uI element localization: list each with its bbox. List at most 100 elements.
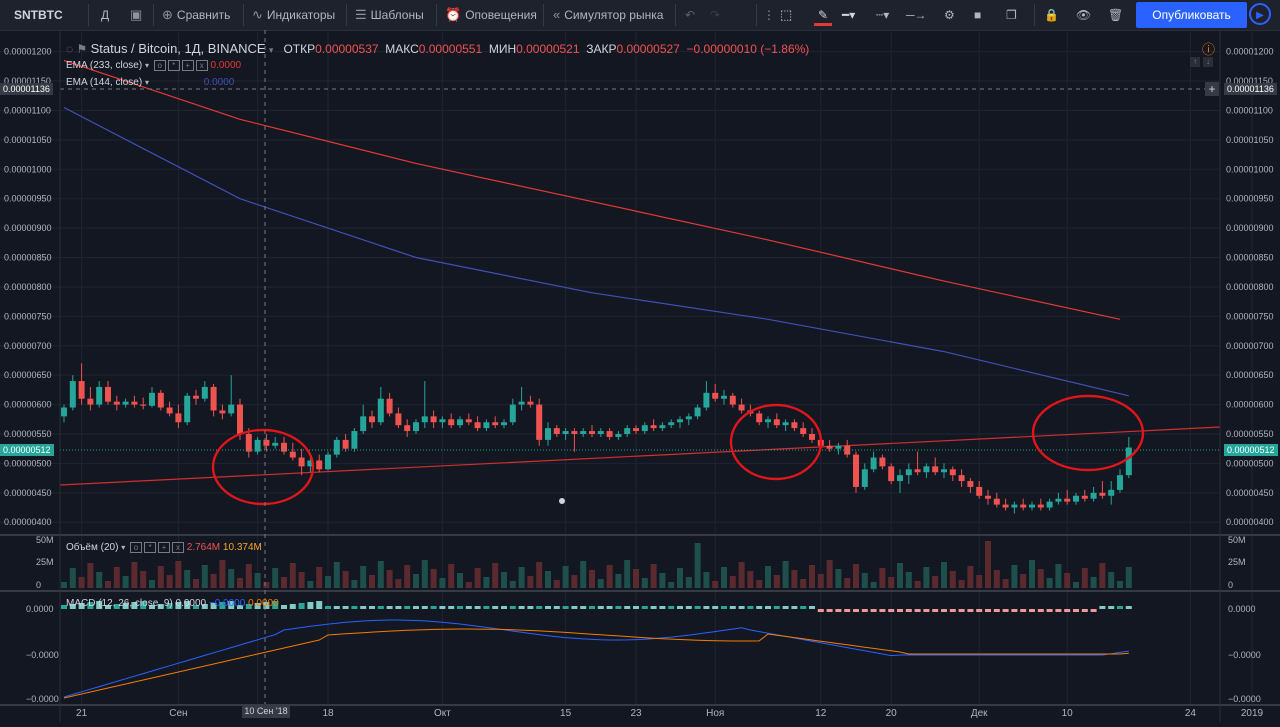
scroll-up-icon[interactable]: ↑ bbox=[1190, 57, 1200, 67]
simulator-label: Симулятор рынка bbox=[564, 8, 664, 22]
candle-body bbox=[166, 407, 173, 414]
volume-bar bbox=[377, 561, 384, 588]
volume-bar bbox=[756, 580, 763, 588]
plus-icon[interactable]: + bbox=[158, 542, 170, 553]
lock-button[interactable]: 🔒 bbox=[1044, 0, 1059, 30]
time-tick: 23 bbox=[630, 708, 642, 719]
volume-bar bbox=[835, 569, 842, 588]
legend-dropdown-icon[interactable]: ▾ bbox=[268, 45, 274, 55]
candle-body bbox=[536, 404, 543, 440]
ema233-dropdown-icon[interactable]: ▾ bbox=[144, 61, 149, 71]
drag-handle[interactable]: ⋮ bbox=[763, 0, 775, 30]
gear-icon[interactable]: * bbox=[167, 60, 180, 71]
volume-bar bbox=[562, 566, 569, 588]
publish-button[interactable]: Опубликовать bbox=[1136, 2, 1247, 28]
candle-body bbox=[430, 416, 437, 423]
macd-tick-right: 0.0000 bbox=[1228, 604, 1256, 614]
candle-body bbox=[1081, 495, 1088, 499]
macd-histogram-bar bbox=[967, 609, 974, 612]
layers-icon: ■ bbox=[974, 8, 982, 22]
volume-legend[interactable]: Объём (20) ▾ o * + x 2.764M 10.374M bbox=[66, 542, 262, 553]
volume-bar bbox=[386, 570, 393, 588]
macd-legend[interactable]: MACD (12, 26, close, 9) 0.0000 −0.0000 0… bbox=[66, 598, 279, 609]
ema144-legend[interactable]: EMA (144, close) ▾ 0.0000 bbox=[66, 77, 234, 88]
volume-bar bbox=[791, 570, 798, 588]
templates-button[interactable]: ☰ Шаблоны bbox=[355, 0, 424, 30]
alerts-button[interactable]: ⏰ Оповещения bbox=[445, 0, 537, 30]
redo-button[interactable]: ↷ bbox=[710, 0, 720, 30]
candle-body bbox=[193, 395, 199, 399]
candle-body bbox=[272, 442, 279, 446]
macd-histogram-bar bbox=[386, 606, 393, 609]
macd-histogram-bar bbox=[509, 606, 516, 609]
simulator-button[interactable]: «Симулятор рынка bbox=[553, 0, 663, 30]
candle-body bbox=[78, 381, 85, 399]
ema233-legend[interactable]: EMA (233, close) ▾ o * + x 0.0000 bbox=[66, 60, 241, 71]
volume-bar bbox=[1029, 560, 1035, 588]
close-icon[interactable]: x bbox=[195, 60, 208, 71]
warning-icon[interactable]: ⓘ bbox=[1202, 42, 1216, 57]
ema144-dropdown-icon[interactable]: ▾ bbox=[144, 78, 149, 87]
volume-bar bbox=[641, 578, 648, 588]
top-toolbar: SNTBTC Д ▣ ⊕ Сравнить ∿ Индикаторы ☰ Шаблон… bbox=[0, 0, 1280, 31]
candle-body bbox=[360, 416, 367, 432]
candles-series bbox=[60, 363, 1220, 514]
symbol-search[interactable]: SNTBTC bbox=[14, 8, 63, 22]
macd-histogram-bar bbox=[536, 606, 543, 609]
candle-body bbox=[386, 398, 393, 414]
candle-body bbox=[501, 422, 507, 426]
undo-button[interactable]: ↶ bbox=[685, 0, 695, 30]
macd-histogram-bar bbox=[694, 606, 701, 609]
volume-bar bbox=[800, 579, 807, 588]
volume-bar bbox=[853, 564, 859, 588]
legend-title[interactable]: Status / Bitcoin, 1Д, BINANCE bbox=[90, 41, 266, 56]
plus-icon[interactable]: + bbox=[181, 60, 194, 71]
interval-button[interactable]: Д bbox=[101, 8, 110, 22]
price-tick-right: 0.00000650 bbox=[1226, 370, 1274, 380]
eye-icon[interactable]: o bbox=[153, 60, 166, 71]
legend-collapse-icon[interactable]: ◌ bbox=[66, 42, 74, 56]
price-tick-right: 0.00001000 bbox=[1226, 164, 1274, 174]
line-end-button[interactable]: ─→ bbox=[906, 0, 927, 30]
macd-histogram-bar bbox=[553, 606, 560, 609]
volume-bar bbox=[404, 565, 411, 588]
brush-color-button[interactable]: ✎ bbox=[812, 0, 834, 30]
play-button[interactable]: ▶ bbox=[1249, 3, 1271, 25]
add-plus-icon[interactable]: + bbox=[1205, 82, 1219, 96]
scroll-down-icon[interactable]: ↓ bbox=[1203, 57, 1213, 67]
settings-button[interactable]: ⚙ bbox=[944, 0, 955, 30]
volume-bar bbox=[703, 572, 710, 588]
volume-bar bbox=[254, 573, 261, 588]
drawn-trend-line bbox=[59, 426, 1221, 486]
volume-bar bbox=[553, 580, 560, 588]
macd-histogram-bar bbox=[245, 604, 252, 609]
visibility-button[interactable]: 👁 bbox=[1076, 0, 1091, 30]
candle-body bbox=[439, 419, 446, 423]
last-price-left: 0.00000512 bbox=[0, 444, 54, 456]
gear-icon[interactable]: * bbox=[144, 542, 156, 553]
close-icon[interactable]: x bbox=[172, 542, 184, 553]
candle-body bbox=[879, 457, 886, 467]
macd-histogram-bar bbox=[501, 606, 507, 609]
object-tree-button[interactable]: ■ bbox=[974, 0, 981, 30]
volume-bar bbox=[1073, 582, 1079, 588]
eye-icon[interactable]: o bbox=[130, 542, 142, 553]
macd-histogram-bar bbox=[738, 606, 745, 609]
chart-style-button[interactable]: ▣ bbox=[130, 0, 146, 30]
delete-button[interactable]: 🗑 bbox=[1108, 0, 1123, 30]
clone-button[interactable]: ❐ bbox=[1006, 0, 1017, 30]
chart-area[interactable]: 0.00001200 0.00001200 0.00001150 0.00001150… bbox=[0, 30, 1280, 722]
candle-body bbox=[298, 457, 305, 467]
volume-bar bbox=[78, 577, 85, 588]
volume-bar bbox=[597, 579, 604, 588]
indicators-button[interactable]: ∿ Индикаторы bbox=[252, 0, 335, 30]
selection-button[interactable]: ⬚ bbox=[780, 0, 796, 30]
volume-dropdown-icon[interactable]: ▾ bbox=[121, 543, 126, 553]
price-tick-left: 0.00000600 bbox=[4, 400, 52, 410]
compare-button[interactable]: ⊕ Сравнить bbox=[162, 0, 230, 30]
line-width-button[interactable]: ┄▾ bbox=[876, 0, 889, 30]
macd-value-1: 0.0000 bbox=[175, 598, 207, 609]
line-style-button[interactable]: ━▾ bbox=[842, 0, 855, 30]
candle-body bbox=[1117, 475, 1123, 490]
